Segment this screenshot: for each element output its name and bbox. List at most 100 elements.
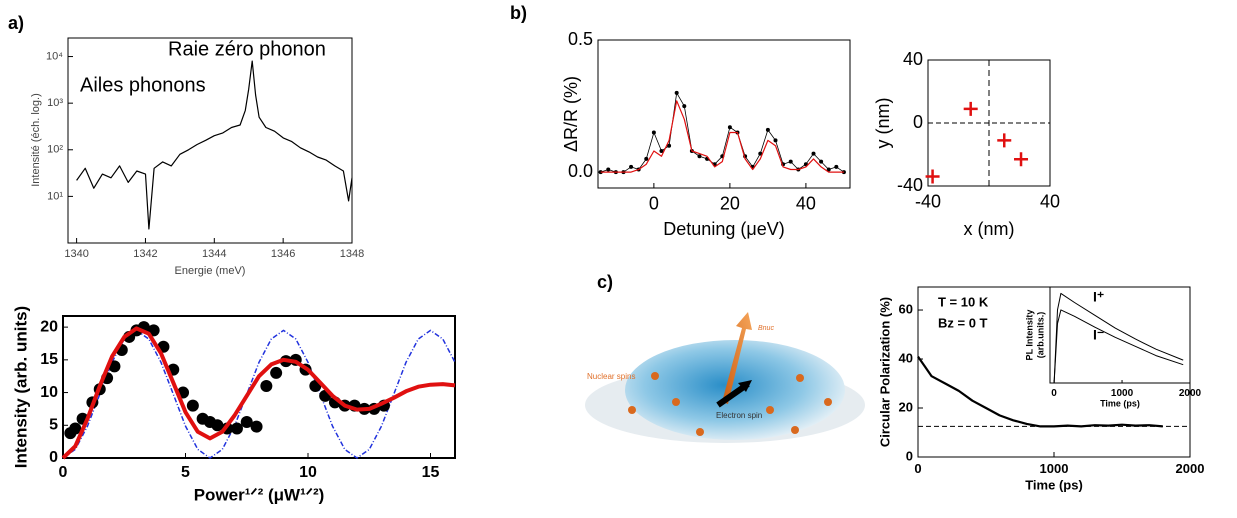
label: Electron spin	[716, 411, 762, 420]
y-axis-label: PL Intensity	[1024, 310, 1034, 361]
x-tick-label: 5	[181, 464, 190, 481]
y-tick-label: 0.0	[568, 161, 593, 181]
data-point	[659, 149, 664, 153]
y-axis-label: ΔR/R (%)	[561, 76, 581, 152]
data-point	[826, 167, 831, 172]
y-axis-label: Circular Polarization (%)	[877, 297, 892, 447]
chart: 0 20 40 0.0 0.5 Detuning (μeV) ΔR/R (%)	[561, 29, 851, 239]
y-axis-label: (arb.units.)	[1035, 312, 1045, 359]
annotation: Bz = 0 T	[938, 315, 988, 330]
panel-label: c)	[597, 272, 613, 292]
x-tick-label: 2000	[1176, 461, 1205, 476]
data-point	[651, 130, 656, 135]
data-point	[667, 143, 672, 148]
data-point	[260, 380, 273, 393]
y-tick-label: 20	[899, 399, 913, 414]
series-line	[1053, 309, 1184, 384]
x-tick-label: -40	[915, 191, 941, 211]
x-tick-label: 10	[299, 464, 317, 481]
y-tick-label: 0	[49, 449, 58, 466]
annotation: Raie zéro phonon	[168, 38, 326, 60]
data-point	[811, 151, 816, 156]
x-tick-label: 1348	[340, 248, 364, 260]
y-axis-label: Intensité (éch. log.)	[30, 93, 42, 187]
data-point	[841, 170, 846, 175]
data-point	[997, 133, 1012, 148]
y-axis-label: y (nm)	[873, 98, 893, 149]
x-tick-label: 40	[796, 193, 816, 213]
series-line	[76, 60, 353, 230]
data-point	[598, 170, 603, 175]
data-point	[186, 399, 199, 412]
plot-area	[597, 39, 851, 189]
x-tick-label: 2000	[1179, 388, 1202, 399]
chart: -40 40 -40 0 40 x (nm) y (nm)	[873, 49, 1060, 239]
label: Bnuc	[758, 325, 774, 332]
x-axis-label: Time (ps)	[1025, 477, 1083, 492]
x-tick-label: 1346	[271, 248, 295, 260]
data-point	[69, 422, 82, 435]
y-tick-label: 40	[903, 49, 923, 69]
x-axis-label: Detuning (μeV)	[663, 219, 784, 239]
data-point	[250, 420, 263, 433]
x-tick-label: 0	[1051, 388, 1057, 399]
label: Nuclear spins	[587, 372, 635, 381]
data-point	[682, 104, 687, 109]
y-axis-label: Intensity (arb. units)	[11, 306, 30, 468]
series-line	[61, 326, 456, 460]
data-point	[674, 90, 679, 95]
x-tick-label: 1342	[133, 248, 157, 260]
data-point	[727, 125, 732, 130]
data-point	[606, 167, 611, 172]
y-tick-label: 60	[899, 301, 913, 316]
data-point	[644, 156, 649, 161]
y-tick-label: 5	[49, 416, 58, 433]
x-tick-label: 1000	[1040, 461, 1069, 476]
y-tick-label: 40	[899, 350, 913, 365]
data-point	[765, 127, 770, 132]
data-point	[230, 422, 243, 435]
data-point	[697, 154, 702, 159]
data-point	[963, 101, 978, 116]
chart: 0 1000 2000 Time (ps) PL Intensity (arb.units…	[1024, 286, 1202, 408]
data-point	[758, 151, 763, 156]
annotation: Ailes phonons	[80, 74, 206, 96]
x-axis-label: Energie (meV)	[175, 265, 246, 277]
x-tick-label: 20	[720, 193, 740, 213]
data-point	[834, 164, 839, 169]
panel-label: a)	[8, 13, 24, 33]
data-point	[1014, 152, 1029, 167]
data-point	[211, 419, 224, 432]
y-tick-label: 0	[913, 112, 923, 132]
x-tick-label: 1000	[1111, 388, 1134, 399]
y-tick-label: 10³	[47, 97, 63, 109]
annotation: I⁺	[1093, 289, 1104, 305]
arrow-head	[738, 380, 752, 392]
chart: 1340 1342 1344 1346 1348 10¹ 10² 10³ 10⁴ Energie …	[30, 37, 364, 277]
data-point	[773, 138, 778, 143]
plot-area	[67, 37, 353, 244]
data-point	[788, 159, 793, 164]
annotation: T = 10 K	[938, 294, 989, 309]
chart: 0 5 10 15 0 5 10 15 20 Power¹ᐟ² (μW¹ᐟ²) Intensity …	[11, 306, 456, 504]
data-point	[270, 366, 283, 379]
y-tick-label: 15	[40, 351, 58, 368]
series-line	[600, 100, 844, 173]
series-line	[917, 355, 1163, 428]
y-tick-label: 10⁴	[46, 50, 63, 62]
data-point	[925, 169, 940, 184]
y-tick-label: 0.5	[568, 29, 593, 49]
illustration: Nuclear spins Electron spin Bnuc	[585, 312, 865, 443]
x-axis-label: Power¹ᐟ² (μW¹ᐟ²)	[194, 485, 325, 504]
y-tick-label: 20	[40, 318, 58, 335]
data-point	[629, 164, 634, 169]
x-tick-label: 15	[422, 464, 440, 481]
data-point	[240, 416, 253, 429]
series-line	[1053, 292, 1184, 384]
x-axis-label: Time (ps)	[1100, 398, 1140, 408]
y-tick-label: 10²	[47, 144, 63, 156]
nuclear-field-arrow	[722, 312, 752, 404]
y-tick-label: 10	[40, 384, 58, 401]
x-axis-label: x (nm)	[964, 219, 1015, 239]
